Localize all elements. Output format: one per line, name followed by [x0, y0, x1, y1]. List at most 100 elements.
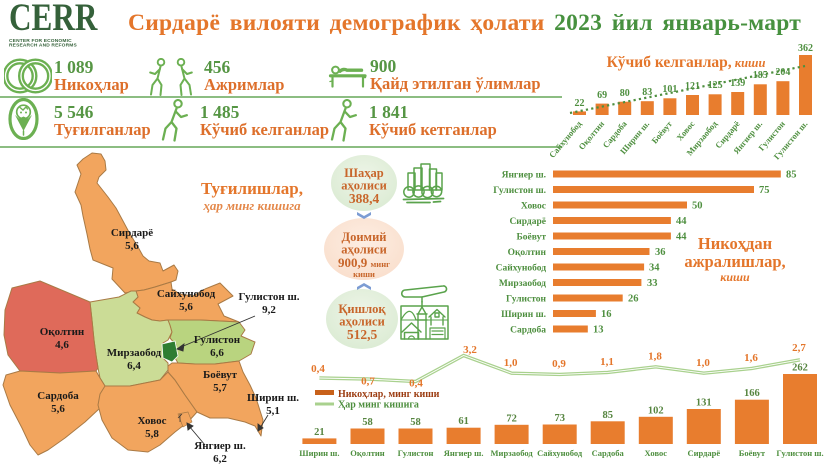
svg-text:16: 16 [601, 309, 612, 320]
svg-text:5,6: 5,6 [51, 403, 65, 415]
svg-text:0,4: 0,4 [409, 378, 423, 390]
svg-text:512,5: 512,5 [347, 327, 378, 342]
svg-text:Шаҳар: Шаҳар [344, 166, 383, 180]
svg-text:Боёвут: Боёвут [739, 448, 766, 458]
svg-text:Сирдарё: Сирдарё [687, 448, 720, 458]
svg-text:Туғилишлар,: Туғилишлар, [201, 179, 303, 198]
svg-text:Сайхунобод: Сайхунобод [537, 448, 583, 458]
svg-text:Қишлоқ: Қишлоқ [338, 302, 386, 316]
svg-text:58: 58 [362, 417, 373, 428]
svg-text:Ширин ш.: Ширин ш. [247, 392, 299, 404]
svg-text:166: 166 [744, 388, 760, 399]
svg-text:Никоҳдан: Никоҳдан [698, 234, 773, 253]
svg-text:362: 362 [798, 43, 813, 54]
svg-text:125: 125 [708, 80, 723, 91]
svg-text:121: 121 [685, 81, 700, 92]
svg-text:Мирзаобод: Мирзаобод [107, 347, 162, 359]
svg-text:5,6: 5,6 [125, 240, 139, 252]
svg-text:44: 44 [676, 232, 687, 243]
svg-text:26: 26 [628, 294, 639, 305]
svg-text:киши: киши [353, 269, 375, 279]
svg-text:185: 185 [753, 70, 768, 81]
svg-text:Мирзаобод: Мирзаобод [491, 448, 534, 458]
svg-text:9,2: 9,2 [262, 304, 276, 316]
svg-text:900,9 минг: 900,9 минг [338, 255, 390, 270]
svg-text:Ширин ш.: Ширин ш. [299, 448, 339, 458]
svg-text:Сардоба: Сардоба [37, 390, 79, 402]
svg-text:131: 131 [696, 398, 712, 409]
svg-text:2,7: 2,7 [792, 342, 806, 354]
svg-text:Сирдарё: Сирдарё [111, 227, 153, 239]
svg-text:5,1: 5,1 [266, 405, 280, 417]
svg-text:388,4: 388,4 [349, 191, 380, 206]
svg-text:Ширин ш.: Ширин ш. [501, 310, 546, 320]
svg-text:4,6: 4,6 [55, 339, 69, 351]
svg-text:1,6: 1,6 [744, 352, 758, 364]
svg-text:Сайхунобод: Сайхунобод [496, 263, 547, 274]
svg-text:Оқолтин: Оқолтин [40, 326, 85, 338]
svg-text:Гулистон ш.: Гулистон ш. [776, 448, 823, 458]
svg-text:21: 21 [314, 427, 325, 438]
svg-text:Сайхунобод: Сайхунобод [547, 118, 584, 159]
svg-text:Янгиер ш.: Янгиер ш. [444, 448, 484, 458]
svg-text:Ҳар минг кишига: Ҳар минг кишига [338, 400, 419, 411]
svg-text:Гулистон: Гулистон [398, 448, 434, 458]
svg-text:Сайхунобод: Сайхунобод [157, 288, 216, 300]
svg-text:34: 34 [649, 263, 660, 274]
svg-text:73: 73 [554, 413, 565, 424]
svg-text:Оқолтин: Оқолтин [508, 248, 547, 258]
svg-text:Гулистон ш.: Гулистон ш. [238, 291, 299, 303]
svg-text:киши: киши [720, 270, 750, 284]
svg-text:75: 75 [759, 185, 770, 196]
svg-text:ажралишлар,: ажралишлар, [684, 252, 785, 271]
svg-text:0,7: 0,7 [361, 376, 375, 388]
svg-text:Сардоба: Сардоба [592, 448, 625, 458]
svg-text:Янгиер ш.: Янгиер ш. [502, 171, 546, 181]
svg-text:Сирдарё: Сирдарё [509, 217, 546, 227]
svg-text:0,9: 0,9 [552, 358, 566, 370]
svg-text:Кўчиб келганлар, киши: Кўчиб келганлар, киши [607, 54, 766, 71]
svg-text:6,2: 6,2 [213, 453, 227, 465]
svg-text:1,1: 1,1 [600, 356, 614, 368]
svg-text:61: 61 [458, 416, 469, 427]
svg-text:69: 69 [597, 90, 607, 101]
svg-text:5,7: 5,7 [213, 382, 227, 394]
svg-text:Боёвут: Боёвут [649, 118, 674, 145]
svg-text:Боёвут: Боёвут [517, 233, 547, 243]
svg-text:22: 22 [575, 98, 585, 109]
svg-text:72: 72 [506, 413, 516, 424]
svg-text:101: 101 [662, 84, 677, 95]
svg-text:Доимий: Доимий [342, 230, 387, 244]
svg-text:44: 44 [676, 216, 687, 227]
svg-text:33: 33 [647, 278, 658, 289]
svg-text:50: 50 [692, 201, 703, 212]
svg-text:5,6: 5,6 [179, 301, 193, 313]
svg-text:Мирзаобод: Мирзаобод [499, 278, 546, 289]
svg-text:83: 83 [642, 87, 652, 98]
svg-text:204: 204 [775, 67, 790, 78]
svg-text:аҳолиси: аҳолиси [341, 179, 387, 193]
svg-text:Ховос: Ховос [521, 202, 546, 212]
svg-text:139: 139 [730, 78, 745, 89]
svg-text:36: 36 [655, 247, 666, 258]
svg-text:Ховос: Ховос [137, 415, 166, 427]
svg-text:6,6: 6,6 [210, 347, 224, 359]
svg-text:5,8: 5,8 [145, 428, 159, 440]
svg-text:1,8: 1,8 [648, 351, 662, 363]
svg-text:аҳолиси: аҳолиси [341, 243, 387, 257]
svg-text:1,0: 1,0 [504, 357, 518, 369]
svg-text:Ховос: Ховос [674, 119, 696, 143]
svg-text:58: 58 [410, 417, 421, 428]
svg-text:3,2: 3,2 [463, 344, 477, 356]
svg-text:1,0: 1,0 [696, 357, 710, 369]
svg-text:Оқолтин: Оқолтин [350, 448, 384, 458]
svg-text:Ховос: Ховос [645, 448, 668, 458]
svg-text:13: 13 [593, 325, 604, 336]
svg-text:Гулистон: Гулистон [506, 295, 547, 305]
svg-text:Янгиер ш.: Янгиер ш. [194, 440, 246, 452]
svg-text:0,4: 0,4 [311, 363, 325, 375]
svg-text:85: 85 [602, 410, 613, 421]
svg-text:262: 262 [792, 363, 808, 374]
svg-text:80: 80 [620, 88, 630, 99]
svg-text:Никоҳлар, минг киши: Никоҳлар, минг киши [338, 389, 440, 400]
